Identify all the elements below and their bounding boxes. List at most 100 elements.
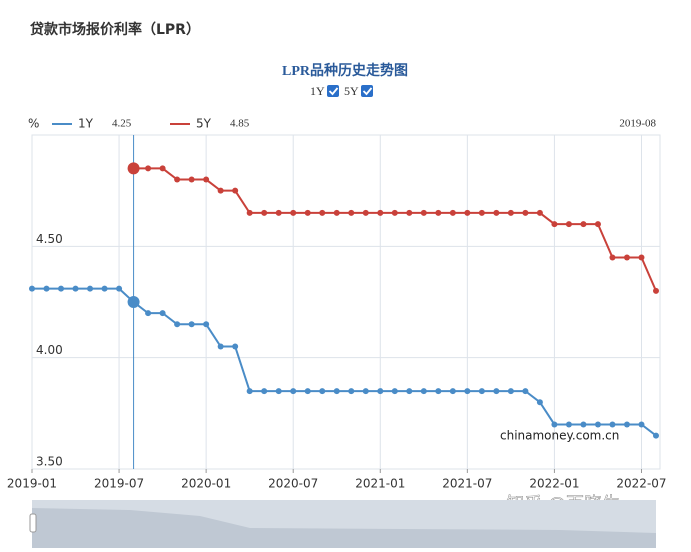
data-point xyxy=(551,421,558,428)
data-point xyxy=(217,343,224,350)
data-point xyxy=(653,432,659,439)
data-point xyxy=(203,176,210,183)
data-point xyxy=(377,209,384,216)
data-point xyxy=(217,187,224,194)
check-mark xyxy=(362,87,373,96)
page-title: 贷款市场报价利率（LPR） xyxy=(30,21,200,38)
data-point xyxy=(72,285,79,292)
data-point xyxy=(319,388,326,395)
legend-checkbox-label[interactable]: 5Y xyxy=(344,84,359,98)
data-point xyxy=(145,165,152,172)
data-point xyxy=(493,388,500,395)
data-point xyxy=(435,388,442,395)
data-point xyxy=(261,388,268,395)
data-point xyxy=(623,421,630,428)
data-point xyxy=(377,388,384,395)
data-point xyxy=(87,285,94,292)
data-point xyxy=(609,421,616,428)
data-point xyxy=(362,209,369,216)
tooltip-value: 4.25 xyxy=(112,118,132,130)
data-point xyxy=(507,209,514,216)
data-point xyxy=(609,254,616,261)
data-point xyxy=(261,209,268,216)
x-tick-label: 2022-07 xyxy=(616,477,666,491)
x-tick-label: 2021-07 xyxy=(442,477,492,491)
data-point xyxy=(435,209,442,216)
data-point xyxy=(319,209,326,216)
legend-label: 1Y xyxy=(78,117,94,131)
plot-area xyxy=(31,134,661,470)
legend-checkbox-label[interactable]: 1Y xyxy=(310,84,325,98)
data-point xyxy=(275,388,282,395)
data-point xyxy=(623,254,630,261)
data-point xyxy=(127,162,140,175)
data-point xyxy=(594,221,601,228)
data-point xyxy=(362,388,369,395)
data-point xyxy=(174,321,181,328)
data-point xyxy=(420,209,427,216)
data-point xyxy=(188,176,195,183)
data-point xyxy=(493,209,500,216)
data-point xyxy=(536,209,543,216)
data-point xyxy=(43,285,50,292)
navigator-area xyxy=(32,508,656,548)
data-point xyxy=(333,388,340,395)
data-point xyxy=(638,254,645,261)
data-point xyxy=(304,209,311,216)
series-line xyxy=(32,287,657,437)
legend-checkbox[interactable] xyxy=(327,85,339,97)
data-point xyxy=(304,388,311,395)
data-point xyxy=(348,388,355,395)
data-point xyxy=(232,187,239,194)
x-tick-label: 2021-01 xyxy=(355,477,405,491)
check-mark xyxy=(328,87,339,96)
data-point xyxy=(246,388,253,395)
y-tick-label: 4.50 xyxy=(36,232,63,246)
data-point xyxy=(420,388,427,395)
data-point xyxy=(406,388,413,395)
data-point xyxy=(536,399,543,406)
y-unit: % xyxy=(28,117,39,131)
data-point xyxy=(116,285,123,292)
data-point xyxy=(275,209,282,216)
data-point xyxy=(565,221,572,228)
data-point xyxy=(174,176,181,183)
data-point xyxy=(565,421,572,428)
data-point xyxy=(29,285,35,292)
tooltip-date: 2019-08 xyxy=(619,118,656,130)
series-line xyxy=(133,167,657,292)
data-point xyxy=(522,209,529,216)
tooltip-value: 4.85 xyxy=(230,118,250,130)
chart-title: LPR品种历史走势图 xyxy=(282,62,408,79)
data-point xyxy=(507,388,514,395)
data-point xyxy=(188,321,195,328)
data-point xyxy=(449,209,456,216)
data-point xyxy=(580,221,587,228)
legend-checkbox[interactable] xyxy=(361,85,373,97)
data-point xyxy=(290,209,297,216)
data-point xyxy=(290,388,297,395)
data-point xyxy=(449,388,456,395)
x-tick-label: 2020-01 xyxy=(181,477,231,491)
data-point xyxy=(522,388,529,395)
data-point xyxy=(159,165,166,172)
data-point xyxy=(101,285,108,292)
data-point xyxy=(478,388,485,395)
data-point xyxy=(203,321,210,328)
data-point xyxy=(333,209,340,216)
x-tick-label: 2019-07 xyxy=(94,477,144,491)
navigator-handle[interactable] xyxy=(29,513,37,533)
data-point xyxy=(391,388,398,395)
data-point xyxy=(232,343,239,350)
x-tick-label: 2020-07 xyxy=(268,477,318,491)
data-point xyxy=(159,310,166,317)
data-point xyxy=(391,209,398,216)
data-point xyxy=(464,209,471,216)
x-tick-label: 2019-01 xyxy=(7,477,57,491)
data-point xyxy=(653,287,659,294)
data-point xyxy=(145,310,152,317)
data-point xyxy=(246,209,253,216)
data-point xyxy=(551,221,558,228)
x-tick-label: 2022-01 xyxy=(529,477,579,491)
